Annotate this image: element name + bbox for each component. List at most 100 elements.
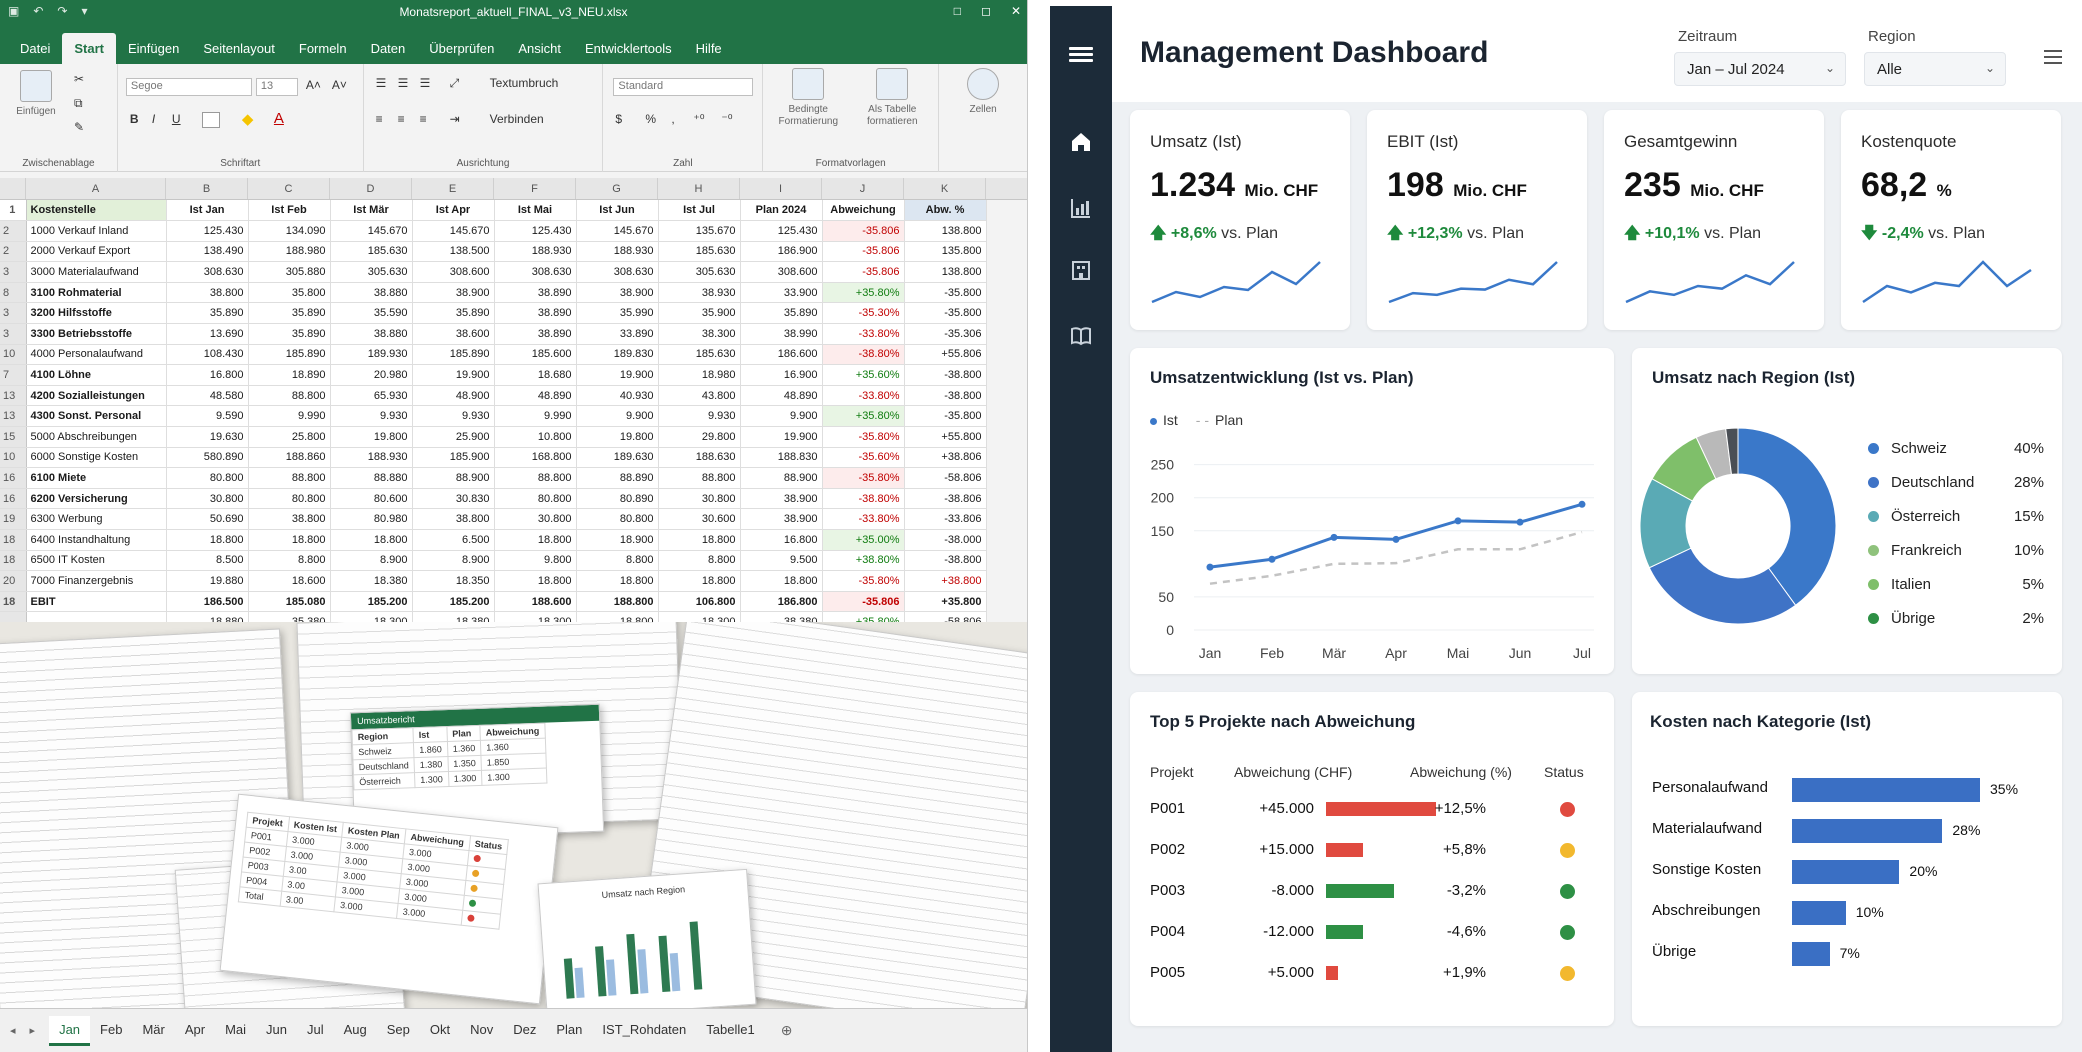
cell[interactable]: 30.800 [658,488,741,510]
cell[interactable]: -33.80% [822,508,905,530]
cell[interactable]: 308.600 [740,261,823,283]
cell[interactable]: 188.830 [740,447,823,469]
cell[interactable]: -33.80% [822,323,905,345]
tab-einfuegen[interactable]: Einfügen [127,41,180,56]
tab-entwicklertools[interactable]: Entwicklertools [584,41,672,56]
cell[interactable]: -35.306 [904,323,987,345]
cell[interactable]: 88.900 [412,467,495,489]
format-painter-icon[interactable]: ✎ [74,120,85,134]
align-left-icon[interactable]: ≡ [375,112,383,126]
cell[interactable]: 38.800 [166,282,249,304]
cell[interactable]: 3200 Hilfsstoffe [26,302,167,325]
header-cell[interactable]: Kostenstelle [26,200,167,222]
cell[interactable]: 185.900 [412,447,495,469]
cells-button[interactable]: Zellen [945,68,1021,116]
cell[interactable]: 38.900 [740,488,823,510]
sheet-tab-feb[interactable]: Feb [100,1021,123,1037]
cell[interactable]: 9.930 [412,405,495,428]
sheet-tab-apr[interactable]: Apr [184,1021,206,1037]
sheet-tab-jan[interactable]: Jan [49,1015,91,1046]
header-cell[interactable]: Abweichung [822,200,905,222]
header-cell[interactable]: Ist Mai [494,200,577,222]
cell[interactable]: 18.980 [658,364,741,386]
sheet-tab-mär[interactable]: Mär [142,1021,165,1037]
filter-region-select[interactable]: Alle ⌄ [1864,52,2006,86]
sheet-tab-jul[interactable]: Jul [306,1021,324,1037]
cell[interactable]: 80.800 [166,467,249,489]
tab-ansicht[interactable]: Ansicht [518,41,561,56]
cell[interactable]: 185.600 [494,344,577,366]
cell[interactable]: 8.900 [412,550,495,572]
align-bottom-icon[interactable]: ☰ [419,76,431,90]
cell[interactable]: 35.590 [330,302,413,325]
cell[interactable]: -38.80% [822,488,905,510]
more-menu-icon[interactable] [2044,46,2062,68]
font-size-box[interactable]: 13 [255,78,298,96]
cell[interactable]: -38.000 [904,529,987,551]
cell[interactable]: 38.300 [658,323,741,345]
cell[interactable]: 18.800 [576,570,659,592]
sheet-tab-dez[interactable]: Dez [513,1021,537,1037]
cell[interactable]: 38.900 [740,508,823,530]
cell[interactable]: -35.800 [904,405,987,428]
column-header-B[interactable]: B [166,178,248,199]
header-cell[interactable]: Ist Mär [330,200,413,222]
cell[interactable]: +55.800 [904,426,987,448]
cell[interactable]: 5000 Abschreibungen [26,426,167,448]
tab-daten[interactable]: Daten [370,41,406,56]
cell[interactable]: 185.080 [248,591,331,613]
cell[interactable]: 138.490 [166,241,249,263]
cell[interactable]: 3100 Rohmaterial [26,282,167,304]
bold-button[interactable]: B [129,112,139,126]
cell[interactable]: 88.800 [248,385,331,407]
sheet-tab-aug[interactable]: Aug [343,1021,367,1037]
cell[interactable]: 80.980 [330,508,413,530]
menu-toggle-icon[interactable] [1069,44,1093,68]
cell[interactable]: -35.80% [822,426,905,448]
cell[interactable]: 19.800 [330,426,413,448]
cell[interactable]: 186.900 [740,241,823,263]
cell[interactable]: 13.690 [166,323,249,345]
cell[interactable]: 9.900 [740,405,823,428]
cell[interactable]: 18.800 [166,529,249,551]
cell[interactable]: 19.630 [166,426,249,448]
cell[interactable]: 35.890 [248,302,331,325]
cell[interactable]: 145.670 [412,220,495,242]
cell[interactable]: 4200 Sozialleistungen [26,385,167,407]
cell[interactable]: 185.630 [330,241,413,263]
customize-icon[interactable]: ▾ [81,4,88,18]
cell[interactable]: 80.800 [248,488,331,510]
cell[interactable]: -33.806 [904,508,987,530]
cell[interactable]: 145.670 [576,220,659,242]
book-icon[interactable] [1069,324,1093,348]
cell[interactable]: 19.900 [740,426,823,448]
cell[interactable]: 4000 Personalaufwand [26,344,167,366]
cell[interactable]: 16.800 [166,364,249,386]
currency-icon[interactable]: $ [615,112,623,126]
cell[interactable]: 35.890 [248,323,331,345]
cell[interactable]: 188.600 [494,591,577,613]
column-header-I[interactable]: I [740,178,822,199]
cell[interactable]: -35.800 [904,282,987,304]
cell[interactable]: 8.800 [248,550,331,572]
tab-datei[interactable]: Datei [20,41,51,56]
cell[interactable]: 33.900 [740,282,823,304]
header-cell[interactable]: Ist Feb [248,200,331,222]
cell[interactable]: 38.890 [494,282,577,304]
column-header-F[interactable]: F [494,178,576,199]
cell[interactable]: 18.800 [740,570,823,592]
cell[interactable]: 189.630 [576,447,659,469]
tab-ueberpruefen[interactable]: Überprüfen [429,41,495,56]
cell[interactable]: +35.800 [904,591,987,613]
minimize-icon[interactable]: □ [953,4,961,18]
cell[interactable]: 35.800 [248,282,331,304]
cell[interactable]: 30.800 [494,508,577,530]
filter-zeitraum-select[interactable]: Jan – Jul 2024 ⌄ [1674,52,1846,86]
cell[interactable]: 29.800 [658,426,741,448]
cell[interactable]: 8.500 [166,550,249,572]
cell[interactable]: 9.990 [494,405,577,428]
cell[interactable]: 125.430 [494,220,577,242]
cell[interactable]: -35.30% [822,302,905,325]
cell[interactable]: 38.880 [330,282,413,304]
wrap-text-button[interactable]: Textumbruch [489,76,559,90]
